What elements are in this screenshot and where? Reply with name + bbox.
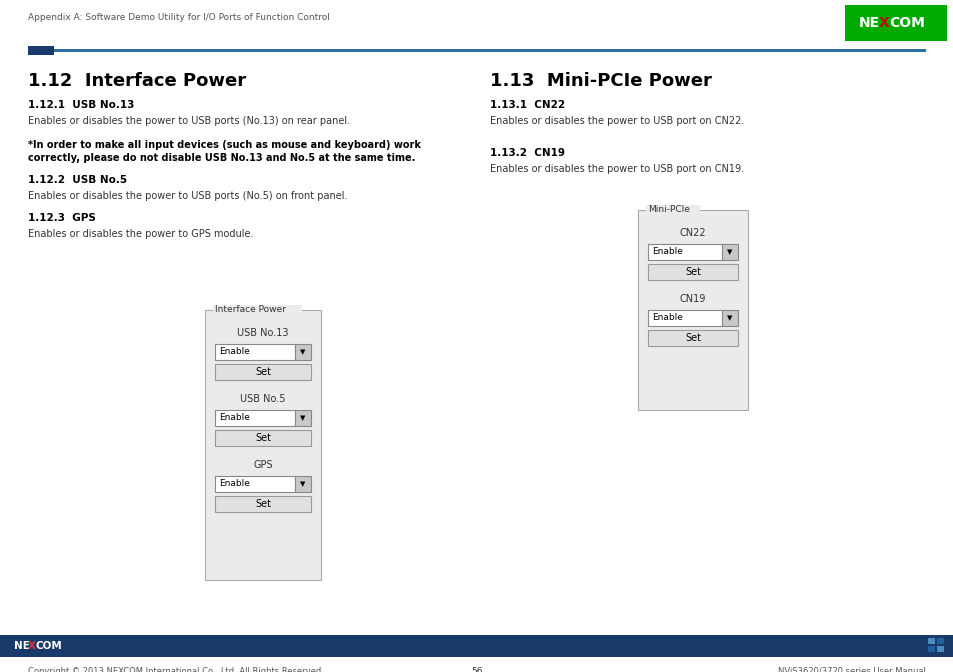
Bar [927,646,934,652]
Text: ▼: ▼ [300,415,305,421]
Text: Enable: Enable [651,247,682,257]
Text: 56: 56 [471,667,482,672]
Bar [721,244,738,260]
Text: Enables or disables the power to USB port on CN19.: Enables or disables the power to USB por… [490,164,743,174]
Bar [936,646,943,652]
Text: 1.12.2  USB No.5: 1.12.2 USB No.5 [28,175,127,185]
Text: ▼: ▼ [726,315,732,321]
Bar [647,330,738,346]
Text: Set: Set [254,433,271,443]
Text: 1.13  Mini-PCIe Power: 1.13 Mini-PCIe Power [490,72,711,90]
Text: Enables or disables the power to USB port on CN22.: Enables or disables the power to USB por… [490,116,743,126]
Text: Enables or disables the power to USB ports (No.5) on front panel.: Enables or disables the power to USB por… [28,191,347,201]
Bar [214,364,311,380]
Bar [844,5,946,41]
Text: COM: COM [888,16,923,30]
Bar [214,344,294,360]
Text: Interface Power: Interface Power [214,306,286,314]
Text: 1.12.3  GPS: 1.12.3 GPS [28,213,95,223]
Text: 1.12  Interface Power: 1.12 Interface Power [28,72,246,90]
Text: Enable: Enable [651,314,682,323]
Text: X: X [878,16,889,30]
Bar [294,410,311,426]
Bar [213,305,302,315]
Text: Enables or disables the power to GPS module.: Enables or disables the power to GPS mod… [28,229,253,239]
Text: CN22: CN22 [679,228,705,238]
Text: Set: Set [684,267,700,277]
Text: ▼: ▼ [300,349,305,355]
Text: NE: NE [14,641,30,651]
Bar [0,635,953,657]
Text: Set: Set [254,499,271,509]
Text: Set: Set [684,333,700,343]
Bar [647,264,738,280]
Text: 1.13.1  CN22: 1.13.1 CN22 [490,100,564,110]
Bar [645,205,700,215]
Text: USB No.5: USB No.5 [240,394,286,404]
Bar [214,410,294,426]
Bar [205,310,320,580]
Bar [214,430,311,446]
Text: Enables or disables the power to USB ports (No.13) on rear panel.: Enables or disables the power to USB por… [28,116,350,126]
Text: X: X [28,641,36,651]
Bar [214,496,311,512]
Text: *In order to make all input devices (such as mouse and keyboard) work: *In order to make all input devices (suc… [28,140,420,150]
Bar [54,49,925,52]
Text: ▼: ▼ [726,249,732,255]
Text: 1.13.2  CN19: 1.13.2 CN19 [490,148,564,158]
Bar [294,476,311,492]
Bar [294,344,311,360]
Bar [28,46,54,55]
Text: GPS: GPS [253,460,273,470]
Text: Enable: Enable [219,413,250,423]
Text: ▼: ▼ [300,481,305,487]
Text: Appendix A: Software Demo Utility for I/O Ports of Function Control: Appendix A: Software Demo Utility for I/… [28,13,330,22]
Text: NE: NE [858,16,880,30]
Bar [647,310,721,326]
Text: USB No.13: USB No.13 [237,328,289,338]
Text: Mini-PCIe: Mini-PCIe [647,206,689,214]
Text: Enable: Enable [219,347,250,357]
Text: Copyright © 2013 NEXCOM International Co., Ltd. All Rights Reserved.: Copyright © 2013 NEXCOM International Co… [28,667,323,672]
Text: NViS3620/3720 series User Manual: NViS3620/3720 series User Manual [778,667,925,672]
Bar [936,638,943,644]
Bar [638,210,747,410]
Bar [927,638,934,644]
Bar [721,310,738,326]
Bar [647,244,721,260]
Text: CN19: CN19 [679,294,705,304]
Text: Set: Set [254,367,271,377]
Text: correctly, please do not disable USB No.13 and No.5 at the same time.: correctly, please do not disable USB No.… [28,153,415,163]
Text: COM: COM [36,641,63,651]
Bar [214,476,294,492]
Text: Enable: Enable [219,480,250,489]
Text: 1.12.1  USB No.13: 1.12.1 USB No.13 [28,100,134,110]
